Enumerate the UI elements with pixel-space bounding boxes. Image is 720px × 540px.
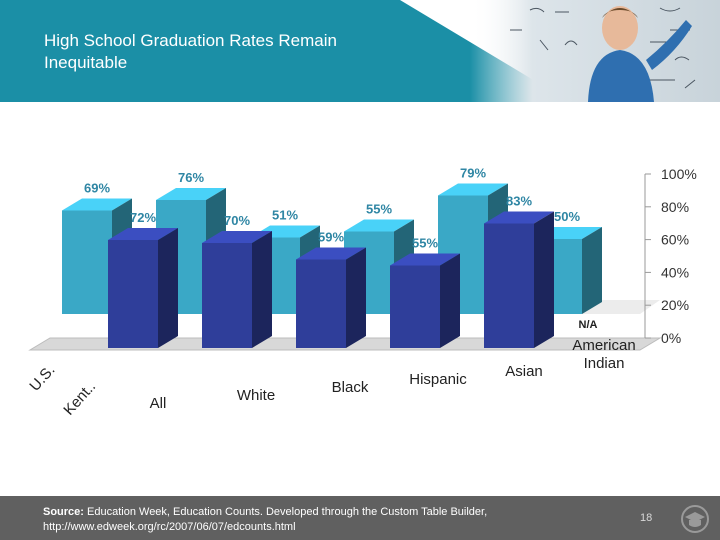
title-band — [0, 0, 570, 102]
bar-1-3 — [390, 265, 440, 348]
category-label-3: Hispanic — [409, 371, 467, 388]
data-label-0-0: 69% — [84, 181, 110, 196]
page-number: 18 — [640, 512, 653, 524]
graduation-rates-chart: 0% 20% 40% 60% 80% 100% 69% 76% 51% 55% 79% 50% 72% 7… — [26, 166, 697, 419]
category-label-4: Asian — [505, 363, 543, 380]
data-label-0-2: 51% — [272, 208, 298, 223]
category-label-1: White — [237, 387, 275, 404]
bar-side-1-3 — [440, 253, 460, 348]
slide-header: High School Graduation Rates Remain Ineq… — [0, 0, 720, 102]
data-label-1-5: N/A — [579, 319, 598, 331]
category-label-5-0: American — [572, 337, 635, 354]
category-label-2: Black — [332, 379, 369, 396]
bar-side-0-5 — [582, 227, 602, 314]
data-label-0-1: 76% — [178, 170, 204, 185]
y-tick-label: 0% — [661, 330, 681, 346]
bar-1-0 — [108, 240, 158, 348]
teacher-at-chalkboard-photo — [470, 0, 720, 102]
footer-bar — [0, 496, 720, 540]
series-label-1: Kent.. — [60, 378, 99, 419]
bar-1-2 — [296, 259, 346, 348]
data-label-0-3: 55% — [366, 202, 392, 217]
bar-1-4 — [484, 223, 534, 348]
y-tick-label: 100% — [661, 166, 697, 182]
bar-side-1-2 — [346, 247, 366, 348]
bar-0-0 — [62, 210, 112, 314]
y-tick-label: 20% — [661, 297, 689, 313]
graduation-cap-icon — [681, 505, 709, 533]
bar-side-1-0 — [158, 228, 178, 348]
y-tick-label: 80% — [661, 199, 689, 215]
source-note: Source: Education Week, Education Counts… — [43, 505, 603, 535]
bar-1-1 — [202, 243, 252, 348]
source-label: Source: — [43, 506, 84, 518]
data-label-1-4: 83% — [506, 194, 532, 209]
y-tick-label: 40% — [661, 264, 689, 280]
category-label-0: All — [150, 395, 167, 412]
source-description: Education Week, Education Counts. Develo… — [83, 506, 488, 518]
data-label-0-5: 50% — [554, 209, 580, 224]
data-label-1-3: 55% — [412, 236, 438, 251]
bar-top-0-1 — [156, 188, 226, 200]
bar-top-0-4 — [438, 183, 508, 196]
data-label-1-1: 70% — [224, 213, 250, 228]
data-label-0-4: 79% — [460, 166, 486, 181]
slide-title: High School Graduation Rates Remain Ineq… — [44, 31, 337, 72]
bar-top-1-2 — [296, 247, 366, 260]
data-label-1-0: 72% — [130, 210, 156, 225]
bar-top-1-3 — [390, 253, 460, 266]
category-label-5-1: Indian — [584, 355, 625, 372]
series-label-0: U.S. — [26, 362, 58, 395]
bar-top-1-0 — [108, 228, 178, 240]
y-tick-label: 60% — [661, 232, 689, 248]
bar-side-1-4 — [534, 211, 554, 348]
bar-top-0-0 — [62, 198, 132, 211]
bar-top-1-4 — [484, 211, 554, 224]
bar-top-0-3 — [344, 219, 414, 232]
data-label-1-2: 59% — [318, 230, 344, 245]
bar-top-1-1 — [202, 231, 272, 243]
bar-side-1-1 — [252, 231, 272, 348]
source-url[interactable]: http://www.edweek.org/rc/2007/06/07/edco… — [43, 521, 296, 533]
